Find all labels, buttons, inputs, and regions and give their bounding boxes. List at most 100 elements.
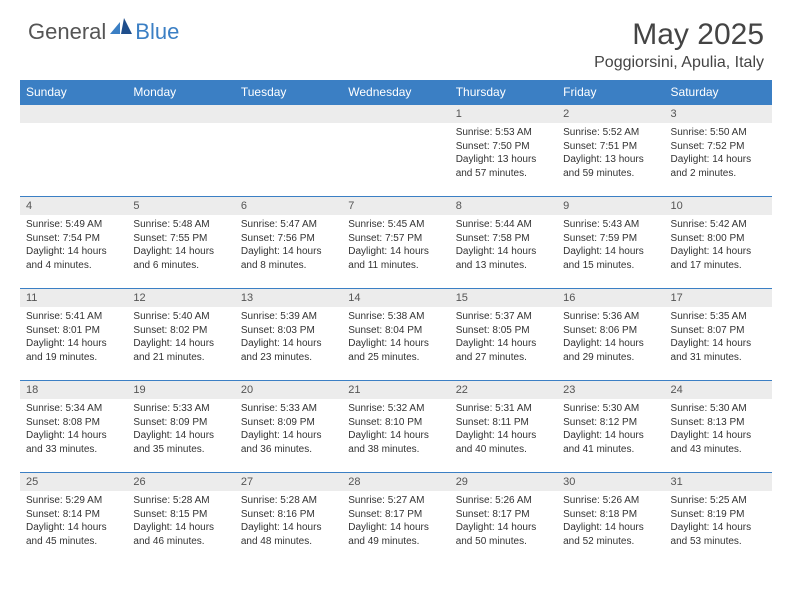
calendar-day-cell	[20, 105, 127, 197]
daylight-text: Daylight: 14 hours and 31 minutes.	[671, 337, 766, 364]
sunrise-text: Sunrise: 5:34 AM	[26, 402, 121, 416]
day-details: Sunrise: 5:47 AMSunset: 7:56 PMDaylight:…	[235, 215, 342, 275]
sunset-text: Sunset: 8:14 PM	[26, 508, 121, 522]
sunset-text: Sunset: 7:54 PM	[26, 232, 121, 246]
calendar-day-cell: 10Sunrise: 5:42 AMSunset: 8:00 PMDayligh…	[665, 197, 772, 289]
day-number: 24	[665, 381, 772, 399]
sunrise-text: Sunrise: 5:31 AM	[456, 402, 551, 416]
day-details: Sunrise: 5:29 AMSunset: 8:14 PMDaylight:…	[20, 491, 127, 551]
day-details: Sunrise: 5:26 AMSunset: 8:17 PMDaylight:…	[450, 491, 557, 551]
sunset-text: Sunset: 8:08 PM	[26, 416, 121, 430]
sunrise-text: Sunrise: 5:42 AM	[671, 218, 766, 232]
sunrise-text: Sunrise: 5:47 AM	[241, 218, 336, 232]
sunrise-text: Sunrise: 5:29 AM	[26, 494, 121, 508]
daylight-text: Daylight: 14 hours and 17 minutes.	[671, 245, 766, 272]
day-number: 16	[557, 289, 664, 307]
day-number	[235, 105, 342, 123]
sunset-text: Sunset: 8:07 PM	[671, 324, 766, 338]
day-number: 30	[557, 473, 664, 491]
day-details: Sunrise: 5:41 AMSunset: 8:01 PMDaylight:…	[20, 307, 127, 367]
day-number: 1	[450, 105, 557, 123]
day-number: 25	[20, 473, 127, 491]
daylight-text: Daylight: 14 hours and 53 minutes.	[671, 521, 766, 548]
day-details: Sunrise: 5:52 AMSunset: 7:51 PMDaylight:…	[557, 123, 664, 183]
sunset-text: Sunset: 8:01 PM	[26, 324, 121, 338]
day-details: Sunrise: 5:40 AMSunset: 8:02 PMDaylight:…	[127, 307, 234, 367]
calendar-header-row: SundayMondayTuesdayWednesdayThursdayFrid…	[20, 80, 772, 105]
calendar-day-cell: 18Sunrise: 5:34 AMSunset: 8:08 PMDayligh…	[20, 381, 127, 473]
sunset-text: Sunset: 8:12 PM	[563, 416, 658, 430]
sunrise-text: Sunrise: 5:28 AM	[133, 494, 228, 508]
sunset-text: Sunset: 8:06 PM	[563, 324, 658, 338]
daylight-text: Daylight: 14 hours and 40 minutes.	[456, 429, 551, 456]
calendar-week-row: 25Sunrise: 5:29 AMSunset: 8:14 PMDayligh…	[20, 473, 772, 565]
sunset-text: Sunset: 7:57 PM	[348, 232, 443, 246]
sunset-text: Sunset: 8:00 PM	[671, 232, 766, 246]
sunset-text: Sunset: 7:58 PM	[456, 232, 551, 246]
sunrise-text: Sunrise: 5:52 AM	[563, 126, 658, 140]
calendar-day-cell: 2Sunrise: 5:52 AMSunset: 7:51 PMDaylight…	[557, 105, 664, 197]
daylight-text: Daylight: 14 hours and 49 minutes.	[348, 521, 443, 548]
sunset-text: Sunset: 7:55 PM	[133, 232, 228, 246]
day-details: Sunrise: 5:48 AMSunset: 7:55 PMDaylight:…	[127, 215, 234, 275]
day-details	[20, 123, 127, 183]
sunset-text: Sunset: 8:09 PM	[241, 416, 336, 430]
calendar-day-cell: 29Sunrise: 5:26 AMSunset: 8:17 PMDayligh…	[450, 473, 557, 565]
calendar-day-cell: 1Sunrise: 5:53 AMSunset: 7:50 PMDaylight…	[450, 105, 557, 197]
day-number: 2	[557, 105, 664, 123]
sunrise-text: Sunrise: 5:28 AM	[241, 494, 336, 508]
calendar-day-cell: 25Sunrise: 5:29 AMSunset: 8:14 PMDayligh…	[20, 473, 127, 565]
day-details: Sunrise: 5:49 AMSunset: 7:54 PMDaylight:…	[20, 215, 127, 275]
sunset-text: Sunset: 8:03 PM	[241, 324, 336, 338]
weekday-header: Friday	[557, 80, 664, 105]
sunrise-text: Sunrise: 5:43 AM	[563, 218, 658, 232]
day-number: 31	[665, 473, 772, 491]
logo-text-general: General	[28, 19, 106, 45]
daylight-text: Daylight: 14 hours and 19 minutes.	[26, 337, 121, 364]
day-details: Sunrise: 5:42 AMSunset: 8:00 PMDaylight:…	[665, 215, 772, 275]
day-number	[342, 105, 449, 123]
sunset-text: Sunset: 7:51 PM	[563, 140, 658, 154]
day-details: Sunrise: 5:28 AMSunset: 8:16 PMDaylight:…	[235, 491, 342, 551]
day-details: Sunrise: 5:38 AMSunset: 8:04 PMDaylight:…	[342, 307, 449, 367]
calendar-day-cell: 22Sunrise: 5:31 AMSunset: 8:11 PMDayligh…	[450, 381, 557, 473]
calendar-day-cell	[127, 105, 234, 197]
day-number: 14	[342, 289, 449, 307]
daylight-text: Daylight: 14 hours and 45 minutes.	[26, 521, 121, 548]
sunrise-text: Sunrise: 5:26 AM	[456, 494, 551, 508]
sunrise-text: Sunrise: 5:26 AM	[563, 494, 658, 508]
day-number: 12	[127, 289, 234, 307]
sunset-text: Sunset: 7:59 PM	[563, 232, 658, 246]
sunset-text: Sunset: 8:18 PM	[563, 508, 658, 522]
day-details: Sunrise: 5:36 AMSunset: 8:06 PMDaylight:…	[557, 307, 664, 367]
calendar-day-cell: 9Sunrise: 5:43 AMSunset: 7:59 PMDaylight…	[557, 197, 664, 289]
day-number	[127, 105, 234, 123]
calendar-day-cell: 7Sunrise: 5:45 AMSunset: 7:57 PMDaylight…	[342, 197, 449, 289]
day-details: Sunrise: 5:33 AMSunset: 8:09 PMDaylight:…	[235, 399, 342, 459]
day-number: 13	[235, 289, 342, 307]
sunrise-text: Sunrise: 5:25 AM	[671, 494, 766, 508]
calendar-day-cell: 5Sunrise: 5:48 AMSunset: 7:55 PMDaylight…	[127, 197, 234, 289]
sunrise-text: Sunrise: 5:50 AM	[671, 126, 766, 140]
daylight-text: Daylight: 14 hours and 15 minutes.	[563, 245, 658, 272]
weekday-header: Tuesday	[235, 80, 342, 105]
sunrise-text: Sunrise: 5:33 AM	[133, 402, 228, 416]
daylight-text: Daylight: 13 hours and 59 minutes.	[563, 153, 658, 180]
day-number: 11	[20, 289, 127, 307]
day-number: 22	[450, 381, 557, 399]
sunrise-text: Sunrise: 5:37 AM	[456, 310, 551, 324]
day-details	[127, 123, 234, 183]
calendar-day-cell: 6Sunrise: 5:47 AMSunset: 7:56 PMDaylight…	[235, 197, 342, 289]
calendar-day-cell: 24Sunrise: 5:30 AMSunset: 8:13 PMDayligh…	[665, 381, 772, 473]
sunset-text: Sunset: 8:16 PM	[241, 508, 336, 522]
calendar-day-cell: 26Sunrise: 5:28 AMSunset: 8:15 PMDayligh…	[127, 473, 234, 565]
calendar-day-cell: 23Sunrise: 5:30 AMSunset: 8:12 PMDayligh…	[557, 381, 664, 473]
calendar-day-cell	[235, 105, 342, 197]
day-number: 19	[127, 381, 234, 399]
sunrise-text: Sunrise: 5:36 AM	[563, 310, 658, 324]
calendar-week-row: 1Sunrise: 5:53 AMSunset: 7:50 PMDaylight…	[20, 105, 772, 197]
sunset-text: Sunset: 8:15 PM	[133, 508, 228, 522]
header: General Blue May 2025 Poggiorsini, Apuli…	[0, 0, 792, 80]
daylight-text: Daylight: 14 hours and 46 minutes.	[133, 521, 228, 548]
day-number: 15	[450, 289, 557, 307]
